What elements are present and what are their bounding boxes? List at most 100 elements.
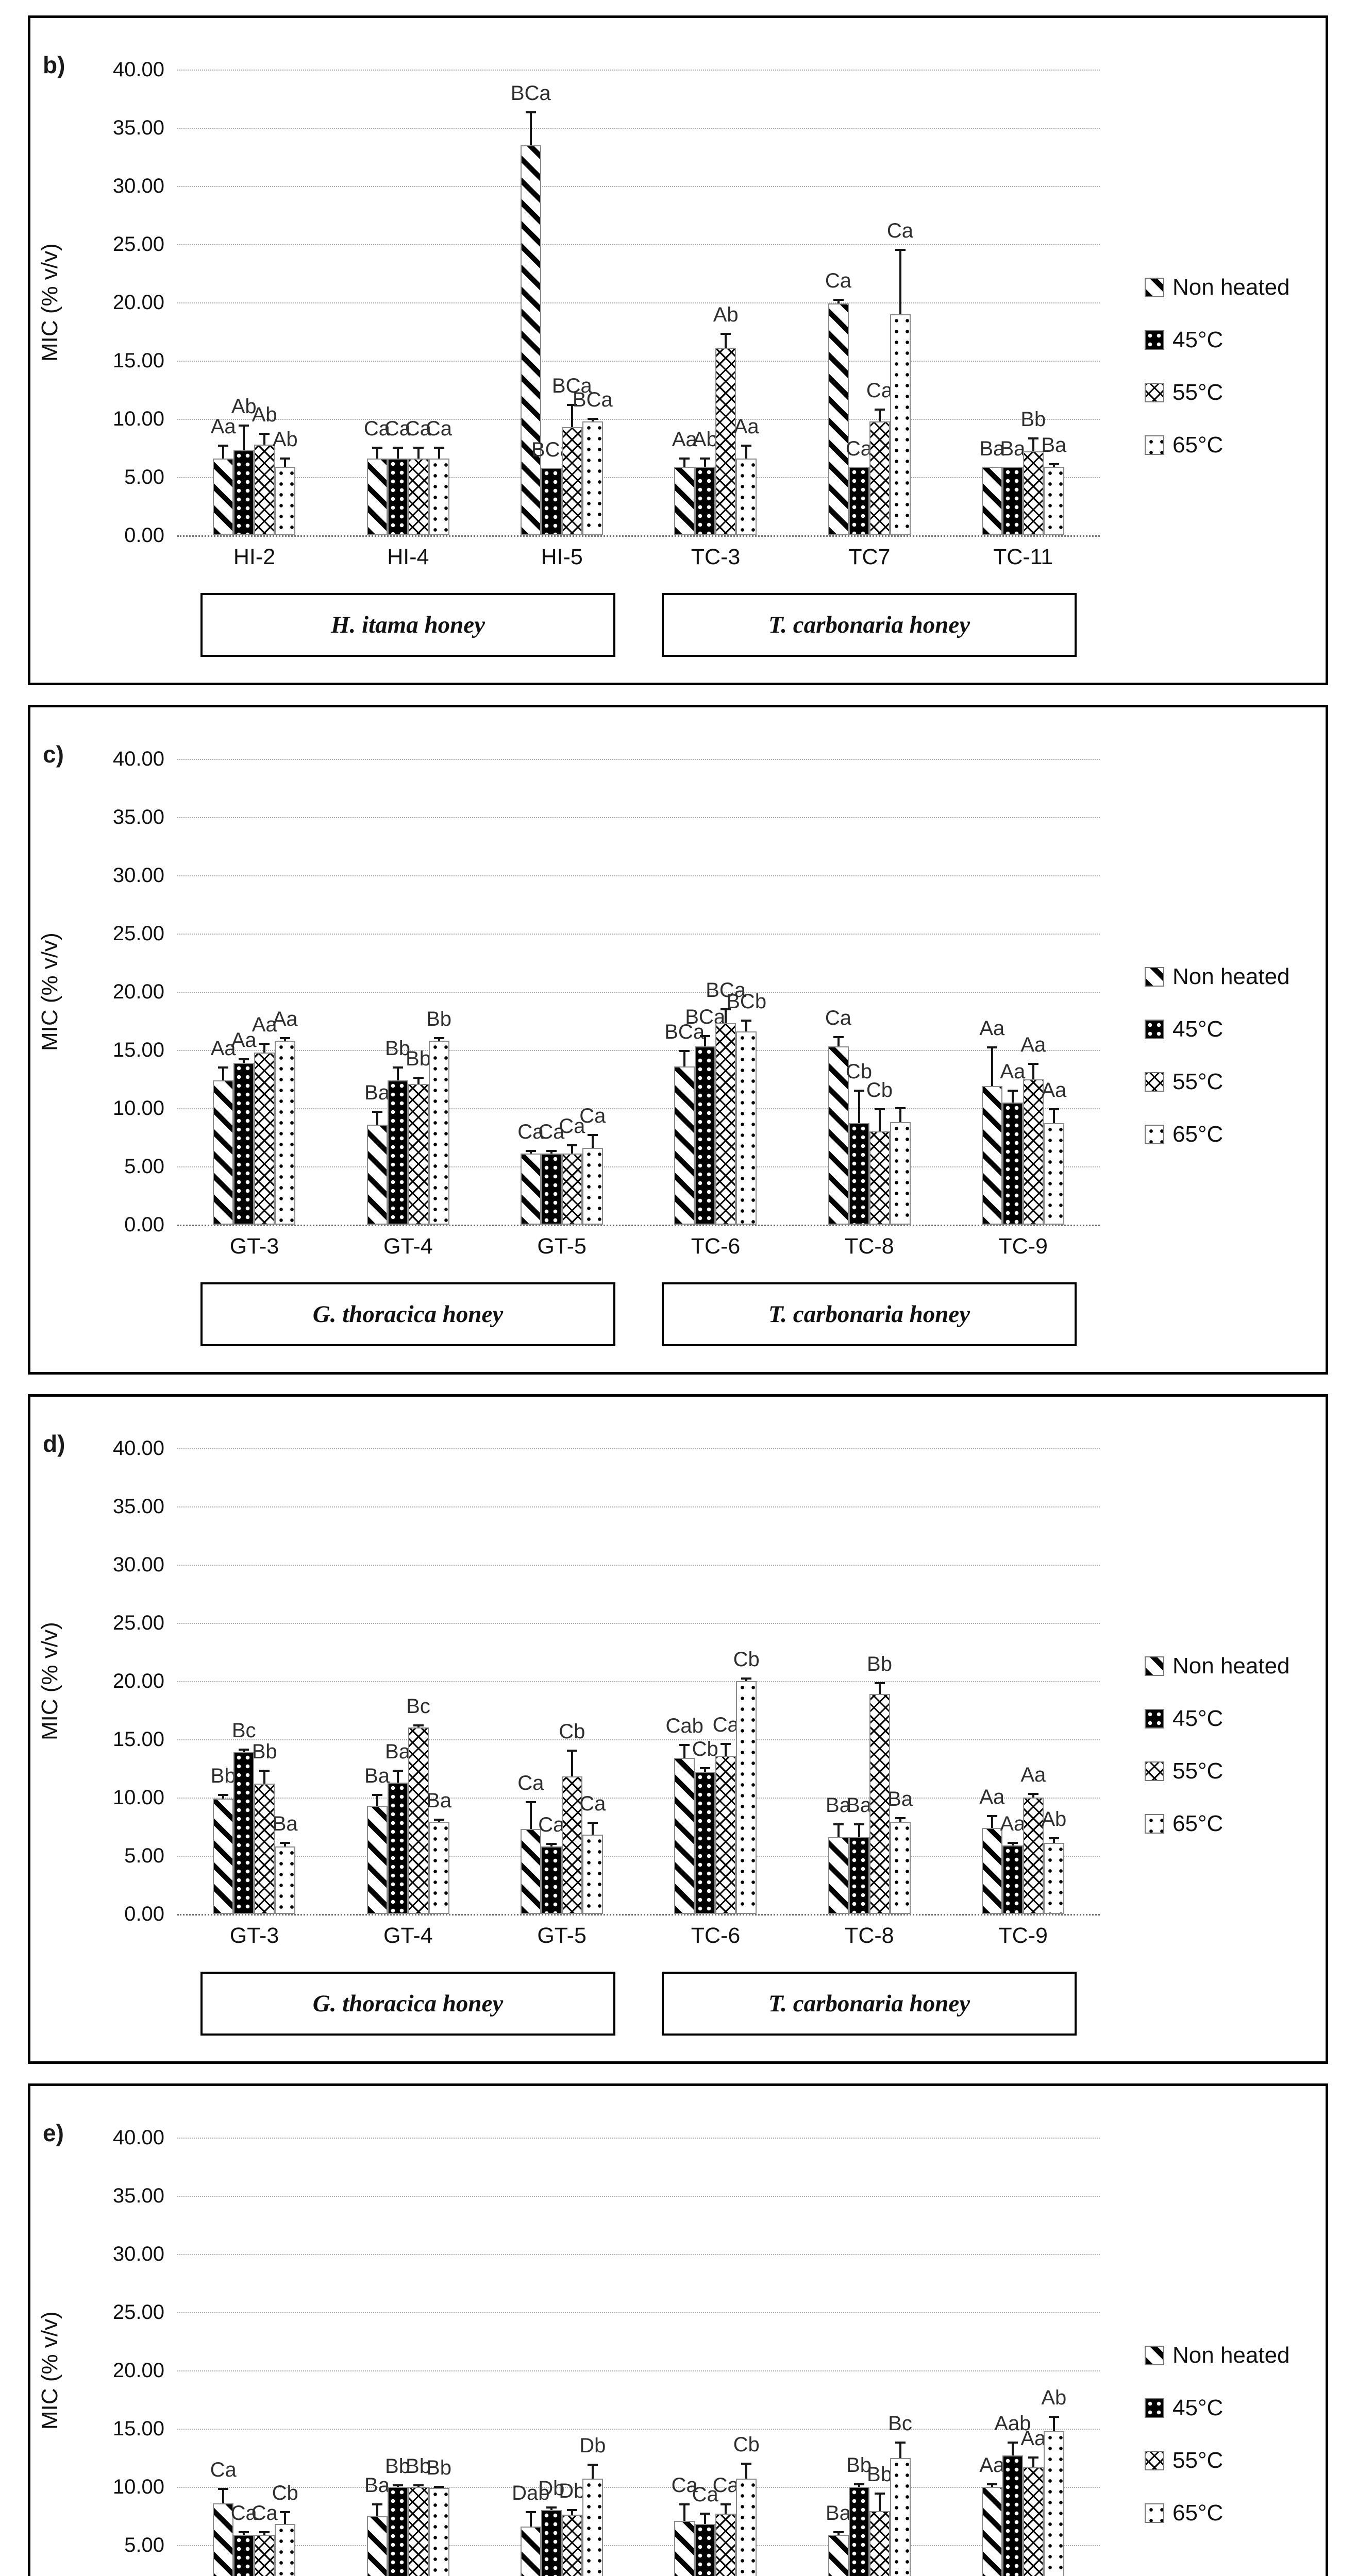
sig-label: Ca: [712, 2473, 739, 2497]
bar-slot: BCa: [511, 70, 551, 535]
error-bar-line: [222, 2488, 225, 2503]
error-bar-cap: [413, 1724, 424, 1726]
bar-slot: Ca: [405, 70, 431, 535]
sig-label: Ba: [887, 1788, 913, 1811]
sig-label: Bb: [426, 2456, 451, 2479]
y-tick-label: 30.00: [112, 175, 164, 197]
gridline: [177, 1798, 1100, 1799]
error-bar-cap: [372, 447, 382, 449]
error-bar-cap: [874, 2493, 885, 2495]
error-bar-line: [417, 447, 420, 459]
group-label: T. carbonaria honey: [768, 1301, 970, 1328]
gridline: [177, 419, 1100, 420]
x-category-label: GT-4: [383, 1234, 433, 1259]
legend-swatch-65c: [1145, 1125, 1164, 1144]
legend-item: 45°C: [1145, 327, 1290, 353]
error-bar-cap: [679, 1050, 690, 1052]
y-tick-label: 40.00: [112, 748, 164, 770]
gridline: [177, 2312, 1100, 2313]
error-bar-line: [878, 1682, 881, 1694]
bar: [736, 2479, 757, 2576]
legend-label: Non heated: [1172, 1653, 1290, 1679]
legend-label: Non heated: [1172, 964, 1290, 989]
bar-slot: Bb: [385, 759, 410, 1225]
error-bar-cap: [895, 2441, 906, 2444]
bar-cluster: Ca Ca Cb Ca: [517, 1448, 606, 1914]
error-bar-line: [396, 1769, 399, 1783]
sig-label: Db: [559, 2479, 585, 2502]
error-bar-line: [683, 457, 686, 467]
bar-slot: Bb: [252, 1448, 277, 1914]
sig-label: Ca: [671, 2473, 698, 2497]
gridline: [177, 1914, 1100, 1916]
gridline: [177, 2429, 1100, 2430]
sig-label: Bb: [385, 2455, 410, 2478]
bar-slot: Bb: [406, 759, 431, 1225]
bar-slot: Ba: [979, 70, 1004, 535]
bar: [387, 458, 408, 535]
legend-item: 55°C: [1145, 1758, 1290, 1784]
y-tick-label: 35.00: [112, 116, 164, 139]
bar-slot: Db: [579, 2138, 606, 2576]
y-tick-label: 30.00: [112, 1553, 164, 1576]
sig-label: Aa: [1020, 1033, 1046, 1056]
bar: [1043, 1843, 1064, 1914]
x-category-label: TC-6: [691, 1923, 741, 1948]
plot-area: Aa Ab Ab Ab Ca Ca Ca Ca BCa BCa BCa BCa Aa Ab Ab Aa Ca Ca…: [177, 70, 1100, 537]
bar: [520, 1154, 541, 1225]
error-bar-cap: [239, 1058, 249, 1060]
bar: [520, 1829, 541, 1914]
y-tick-label: 40.00: [112, 2126, 164, 2149]
group-label: T. carbonaria honey: [768, 1990, 970, 2017]
bar-cluster: Cab Cb Ca Cb: [665, 1448, 760, 1914]
error-bar-line: [591, 1133, 594, 1148]
sig-label: Aa: [1020, 1763, 1046, 1786]
legend-swatch-non-heated: [1145, 967, 1164, 987]
bar-cluster: Ba Bb Bb Bc: [826, 2138, 912, 2576]
bar: [582, 2479, 603, 2576]
error-bar-cap: [741, 444, 752, 447]
error-bar-cap: [280, 457, 291, 460]
error-bar-line: [571, 1144, 573, 1154]
error-bar-cap: [700, 457, 711, 460]
sig-label: Ca: [210, 2459, 237, 2482]
legend-item: 55°C: [1145, 1069, 1290, 1095]
bar-cluster: Ba Ba Bb Ba: [979, 70, 1066, 535]
bar-slot: Aab: [994, 2138, 1031, 2576]
bar-slot: Db: [538, 2138, 564, 2576]
legend-label: 55°C: [1172, 380, 1224, 405]
bar: [715, 1023, 736, 1225]
sig-label: Ba: [364, 2473, 390, 2497]
error-bar-cap: [566, 1144, 577, 1147]
legend-item: 65°C: [1145, 1122, 1290, 1147]
sig-label: Bb: [846, 2454, 872, 2477]
error-bar-cap: [721, 1008, 731, 1010]
sig-label: Bb: [426, 1008, 451, 1031]
sig-label: BCa: [572, 388, 613, 411]
sig-label: Aa: [1041, 1079, 1067, 1101]
legend-swatch-65c: [1145, 435, 1164, 455]
bar: [561, 1776, 582, 1914]
error-bar-cap: [741, 2462, 752, 2465]
error-bar-line: [1011, 1089, 1014, 1103]
bar-slot: Ba: [826, 2138, 851, 2576]
error-bar-cap: [986, 1046, 997, 1049]
sig-label: Cb: [272, 2482, 298, 2505]
bar-slot: Aa: [734, 70, 759, 535]
y-tick-label: 40.00: [112, 1437, 164, 1460]
error-bar-cap: [433, 1037, 444, 1040]
bar-slot: Ba: [364, 2138, 390, 2576]
bar-slot: Bb: [385, 2138, 410, 2576]
error-bar-cap: [280, 1841, 291, 1844]
panel-letter: b): [43, 52, 65, 78]
gridline: [177, 2545, 1100, 2546]
error-bar-line: [837, 1036, 840, 1047]
error-bar-cap: [833, 2531, 844, 2533]
sig-label: Aab: [994, 2412, 1031, 2435]
error-bar-cap: [1048, 1837, 1059, 1839]
sig-label: Aa: [210, 415, 236, 438]
bar-slot: Bb: [867, 2138, 892, 2576]
bar: [848, 1123, 869, 1225]
error-bar-line: [376, 447, 378, 459]
error-bar-cap: [679, 457, 690, 460]
